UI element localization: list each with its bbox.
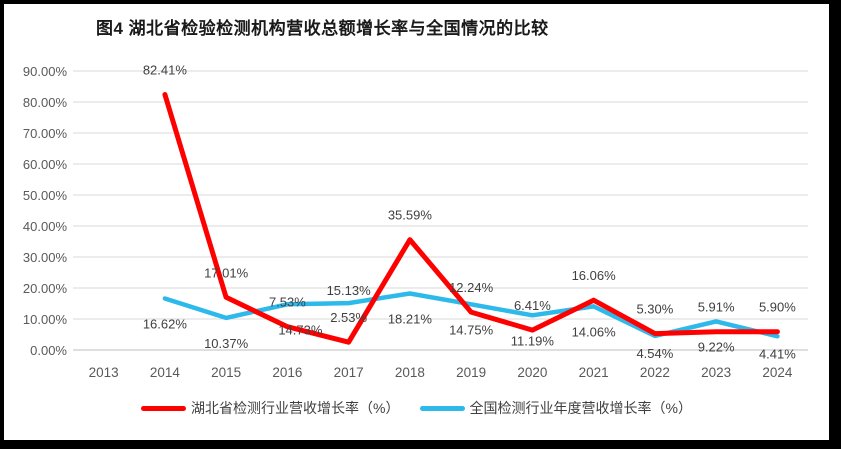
x-tick-label: 2021 xyxy=(579,365,609,380)
y-tick-label: 50.00% xyxy=(23,188,68,203)
chart-title: 图4 湖北省检验检测机构营收总额增长率与全国情况的比较 xyxy=(96,19,549,38)
data-point-label: 18.21% xyxy=(388,312,433,327)
legend-item-national: 全国检测行业年度营收增长率（%） xyxy=(419,398,692,418)
legend: 湖北省检测行业营收增长率（%） 全国检测行业年度营收增长率（%） xyxy=(4,398,829,418)
data-point-label: 14.75% xyxy=(449,322,494,337)
y-tick-label: 10.00% xyxy=(23,312,68,327)
x-tick-label: 2023 xyxy=(701,365,731,380)
data-point-label: 16.06% xyxy=(572,268,617,283)
x-tick-label: 2014 xyxy=(150,365,181,380)
legend-label-hubei: 湖北省检测行业营收增长率（%） xyxy=(191,400,400,416)
y-tick-label: 30.00% xyxy=(23,250,68,265)
data-point-label: 5.30% xyxy=(636,302,673,317)
y-tick-label: 20.00% xyxy=(23,281,68,296)
legend-label-national: 全国检测行业年度营收增长率（%） xyxy=(469,400,692,416)
data-point-label: 15.13% xyxy=(327,283,372,298)
data-point-label: 82.41% xyxy=(143,63,188,78)
data-point-label: 9.22% xyxy=(698,339,735,354)
x-tick-label: 2016 xyxy=(272,365,302,380)
y-tick-label: 60.00% xyxy=(23,157,68,172)
data-point-label: 14.06% xyxy=(572,324,617,339)
data-point-label: 35.59% xyxy=(388,208,433,223)
x-tick-label: 2022 xyxy=(640,365,670,380)
series-line xyxy=(162,92,780,345)
legend-swatch-hubei-line xyxy=(141,405,187,411)
legend-swatch-national-line xyxy=(419,405,465,411)
data-point-label: 16.62% xyxy=(143,316,188,331)
x-tick-label: 2020 xyxy=(517,365,547,380)
legend-item-hubei: 湖北省检测行业营收增长率（%） xyxy=(141,398,400,418)
x-tick-label: 2013 xyxy=(89,365,119,380)
data-point-label: 4.54% xyxy=(636,346,673,361)
x-tick-label: 2018 xyxy=(395,365,425,380)
y-tick-label: 90.00% xyxy=(23,64,68,79)
x-tick-label: 2019 xyxy=(456,365,486,380)
data-point-label: 5.90% xyxy=(759,300,796,315)
chart-canvas: 0.00% 10.00% 20.00% 30.00% 40.00% 50.00% 60.00… xyxy=(23,63,808,380)
x-tick-label: 2015 xyxy=(211,365,241,380)
y-tick-label: 80.00% xyxy=(23,95,68,110)
data-point-label: 10.37% xyxy=(204,336,249,351)
data-point-label: 4.41% xyxy=(759,346,796,361)
x-tick-label: 2024 xyxy=(762,365,793,380)
data-point-label: 12.24% xyxy=(449,280,494,295)
data-point-label: 14.73% xyxy=(278,322,323,337)
data-point-label: 17.01% xyxy=(204,265,249,280)
data-point-label: 6.41% xyxy=(514,298,551,313)
y-tick-label: 0.00% xyxy=(30,343,67,358)
y-tick-label: 70.00% xyxy=(23,126,68,141)
data-point-label: 5.91% xyxy=(698,300,735,315)
y-tick-label: 40.00% xyxy=(23,219,68,234)
x-tick-label: 2017 xyxy=(334,365,364,380)
data-point-label: 7.53% xyxy=(269,295,306,310)
data-point-label: 2.53% xyxy=(330,310,367,325)
data-point-label: 11.19% xyxy=(511,333,555,348)
